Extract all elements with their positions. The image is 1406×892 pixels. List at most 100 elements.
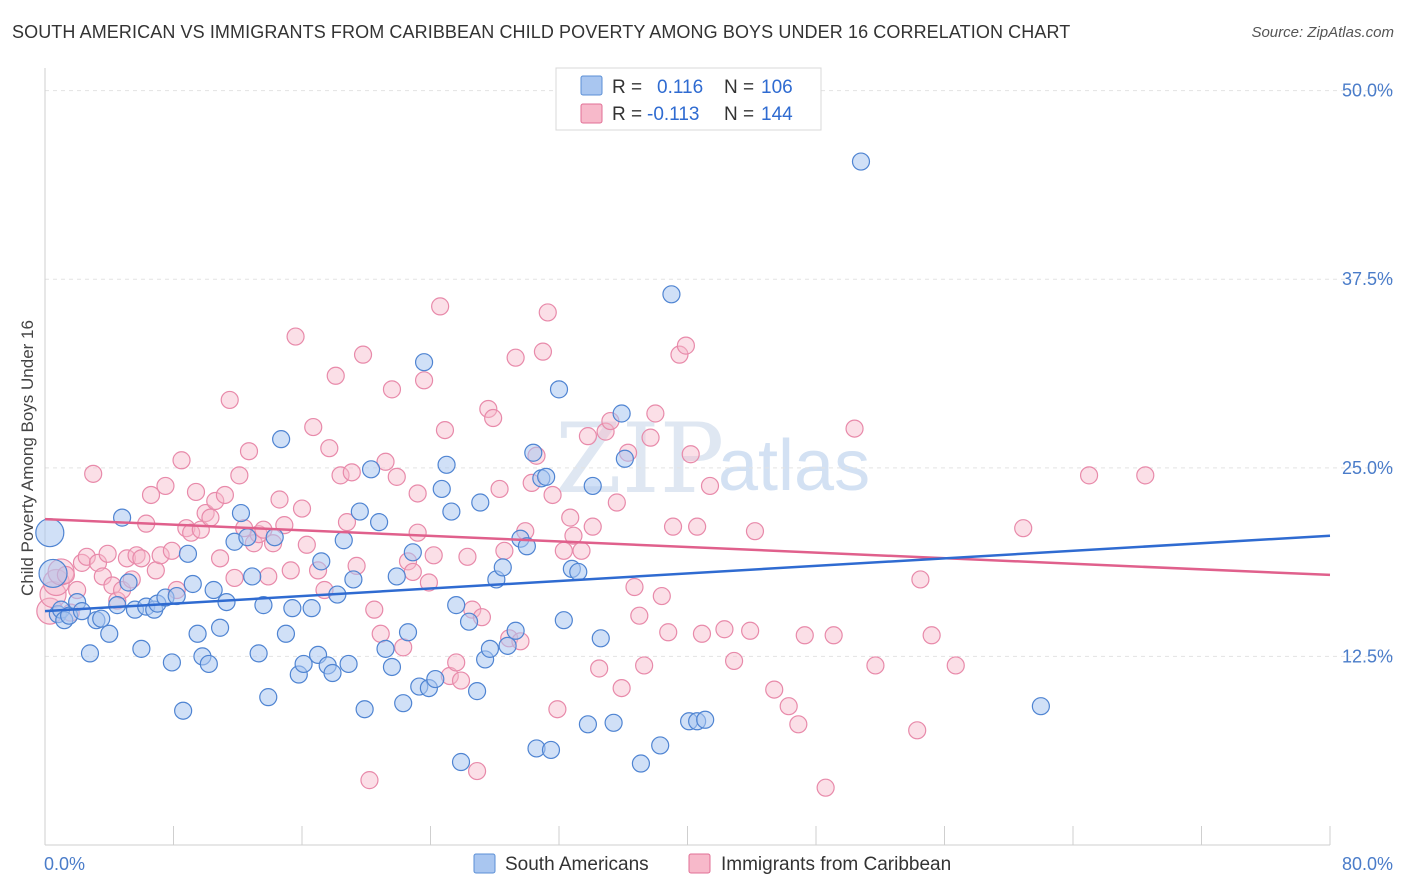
caribbean-point-75: [424, 546, 443, 565]
caribbean-point-33: [201, 508, 220, 527]
caribbean-point-58: [331, 466, 350, 485]
caribbean-point-142: [408, 484, 427, 503]
caribbean-point-10: [88, 553, 108, 572]
caribbean-point-37: [220, 390, 239, 410]
legend-n-value-pink: 144: [761, 104, 793, 125]
south-american-point-45: [302, 599, 321, 618]
south-american-point-12: [108, 596, 127, 615]
south-american-trend-line: [44, 534, 1331, 613]
caribbean-point-38: [225, 568, 244, 588]
caribbean-point-132: [824, 626, 843, 645]
caribbean-point-24: [156, 476, 175, 496]
caribbean-point-51: [292, 499, 312, 518]
caribbean-point-72: [408, 523, 427, 542]
caribbean-point-27: [172, 451, 191, 470]
caribbean-point-50: [286, 327, 305, 346]
south-american-point-96: [604, 713, 623, 732]
south-american-point-29: [204, 580, 223, 600]
caribbean-point-34: [206, 491, 225, 511]
caribbean-point-74: [419, 573, 438, 592]
south-american-point-10: [92, 609, 111, 628]
caribbean-point-123: [692, 624, 712, 643]
caribbean-point-47: [270, 490, 289, 509]
caribbean-point-76: [431, 297, 450, 316]
south-american-point-23: [174, 701, 193, 720]
caribbean-point-100: [561, 508, 580, 527]
caribbean-point-129: [779, 697, 798, 716]
south-american-point-40: [272, 430, 291, 449]
south-american-point-90: [554, 611, 573, 630]
legend-n-label-pink: N =: [724, 104, 754, 125]
caribbean-point-85: [479, 399, 498, 419]
caribbean-point-49: [281, 561, 300, 580]
caribbean-point-95: [533, 342, 553, 361]
south-american-point-70: [442, 502, 461, 521]
south-american-point-38: [259, 688, 278, 707]
south-american-point-75: [471, 493, 490, 512]
bottom-legend-swatch-blue: [473, 853, 496, 874]
south-american-point-11: [100, 624, 119, 643]
caribbean-point-144: [816, 778, 835, 797]
caribbean-point-130: [789, 715, 808, 734]
south-american-point-62: [398, 623, 418, 642]
caribbean-point-11: [93, 567, 112, 586]
caribbean-point-23: [151, 546, 170, 565]
south-american-point-0: [35, 518, 65, 548]
south-american-point-59: [382, 657, 402, 677]
legend-r-label-blue: R =: [612, 77, 642, 98]
caribbean-point-56: [320, 439, 339, 458]
south-american-point-80: [498, 636, 517, 655]
x-tick-label-min: 0.0%: [44, 854, 85, 874]
legend-r-value-pink: -0.113: [647, 104, 699, 125]
bottom-legend: South Americans Immigrants from Caribbea…: [473, 853, 951, 875]
caribbean-point-36: [215, 485, 234, 505]
caribbean-point-77: [435, 420, 455, 440]
caribbean-point-98: [548, 700, 567, 719]
caribbean-point-135: [908, 721, 927, 740]
caribbean-point-79: [447, 653, 466, 672]
caribbean-point-138: [946, 656, 965, 675]
caribbean-point-71: [403, 562, 422, 582]
caribbean-point-111: [625, 577, 644, 597]
caribbean-point-114: [641, 428, 660, 447]
south-american-point-24: [178, 544, 198, 563]
caribbean-point-60: [342, 463, 361, 482]
caribbean-point-105: [590, 659, 609, 678]
south-american-point-34: [238, 528, 257, 547]
south-american-point-1: [38, 558, 68, 589]
caribbean-point-22: [146, 561, 165, 580]
south-american-point-35: [243, 567, 262, 586]
caribbean-point-119: [670, 345, 689, 364]
south-american-point-47: [312, 552, 331, 571]
legend-n-value-blue: 106: [761, 77, 793, 98]
caribbean-point-134: [866, 656, 885, 675]
caribbean-point-131: [795, 626, 814, 645]
caribbean-point-25: [162, 541, 181, 560]
caribbean-point-108: [607, 493, 626, 512]
caribbean-point-52: [297, 535, 316, 554]
south-american-point-37: [254, 596, 273, 615]
caribbean-point-141: [1136, 466, 1155, 485]
south-american-point-73: [459, 612, 479, 631]
caribbean-point-19: [132, 549, 151, 568]
legend-r-label-pink: R =: [612, 104, 642, 125]
caribbean-point-113: [635, 656, 654, 675]
caribbean-point-66: [376, 452, 395, 471]
caribbean-point-53: [304, 417, 323, 437]
south-american-point-94: [583, 476, 602, 496]
caribbean-point-64: [365, 600, 384, 619]
caribbean-point-35: [210, 549, 230, 568]
source-credit: Source: ZipAtlas.com: [1251, 24, 1394, 41]
south-american-point-77: [480, 639, 500, 658]
south-american-point-65: [414, 353, 434, 372]
south-american-point-71: [447, 596, 466, 615]
caribbean-point-9: [84, 464, 103, 483]
south-american-point-8: [80, 644, 100, 663]
south-american-point-63: [403, 543, 422, 562]
caribbean-point-12: [98, 544, 117, 563]
caribbean-point-90: [506, 348, 525, 367]
south-american-point-33: [231, 503, 251, 523]
top-legend: R = 0.116 N = 106 R = -0.113 N = 144: [555, 67, 822, 131]
south-american-point-92: [569, 562, 588, 582]
legend-swatch-pink: [580, 103, 603, 124]
